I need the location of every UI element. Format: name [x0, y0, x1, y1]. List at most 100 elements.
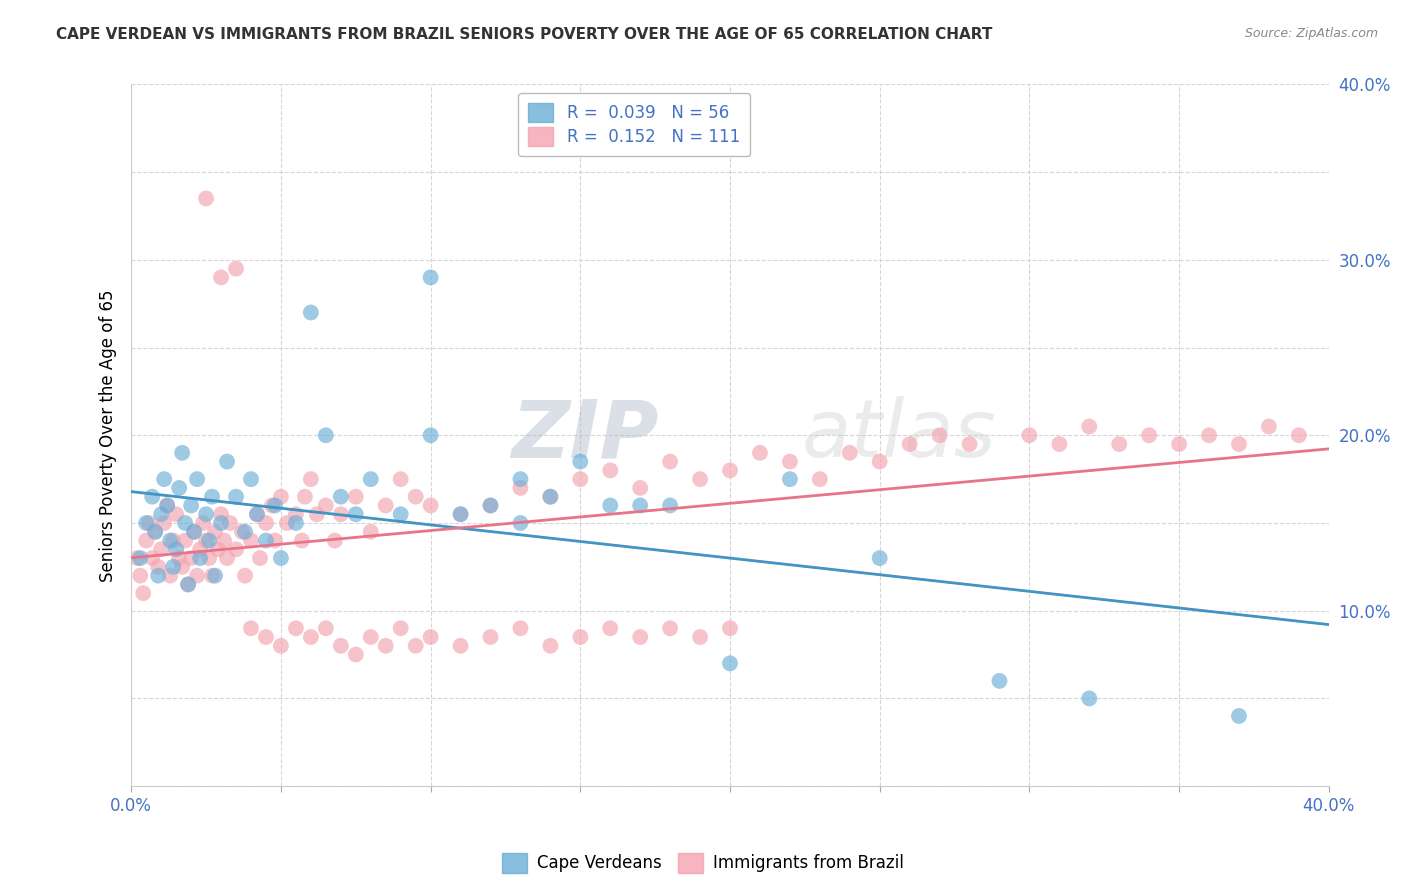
Point [315, 428, 337, 442]
Point [135, 533, 157, 548]
Point [509, 472, 531, 486]
Point [509, 481, 531, 495]
Point [174, 533, 197, 548]
Point [599, 621, 621, 635]
Legend: Cape Verdeans, Immigrants from Brazil: Cape Verdeans, Immigrants from Brazil [495, 847, 911, 880]
Point [233, 524, 256, 539]
Point [215, 454, 238, 468]
Point [959, 437, 981, 451]
Point [183, 524, 205, 539]
Point [1108, 437, 1130, 451]
Point [270, 490, 292, 504]
Point [172, 559, 194, 574]
Text: Source: ZipAtlas.com: Source: ZipAtlas.com [1244, 27, 1378, 40]
Point [299, 630, 322, 644]
Point [167, 551, 190, 566]
Point [749, 446, 772, 460]
Point [299, 472, 322, 486]
Point [628, 481, 651, 495]
Point [254, 516, 277, 530]
Point [183, 524, 205, 539]
Point [305, 507, 328, 521]
Point [135, 516, 157, 530]
Point [195, 533, 218, 548]
Point [264, 533, 287, 548]
Point [689, 472, 711, 486]
Point [225, 490, 247, 504]
Point [132, 586, 155, 600]
Point [405, 639, 427, 653]
Point [718, 657, 741, 671]
Point [1227, 437, 1250, 451]
Point [419, 428, 441, 442]
Point [195, 507, 218, 521]
Point [779, 472, 801, 486]
Point [808, 472, 831, 486]
Point [284, 621, 307, 635]
Point [419, 630, 441, 644]
Point [195, 191, 218, 205]
Point [177, 577, 200, 591]
Point [260, 499, 283, 513]
Point [148, 568, 170, 582]
Point [186, 472, 208, 486]
Point [569, 472, 592, 486]
Point [204, 568, 226, 582]
Point [509, 621, 531, 635]
Point [628, 630, 651, 644]
Point [360, 472, 382, 486]
Point [284, 516, 307, 530]
Point [479, 630, 502, 644]
Point [180, 499, 202, 513]
Point [159, 568, 181, 582]
Point [246, 507, 269, 521]
Point [329, 507, 352, 521]
Point [201, 490, 224, 504]
Point [129, 568, 152, 582]
Point [276, 516, 298, 530]
Point [143, 524, 166, 539]
Point [344, 648, 367, 662]
Point [838, 446, 860, 460]
Point [240, 533, 263, 548]
Point [212, 533, 235, 548]
Point [389, 507, 412, 521]
Point [209, 270, 232, 285]
Point [209, 516, 232, 530]
Point [405, 490, 427, 504]
Point [233, 568, 256, 582]
Legend: R =  0.039   N = 56, R =  0.152   N = 111: R = 0.039 N = 56, R = 0.152 N = 111 [519, 93, 749, 156]
Point [254, 630, 277, 644]
Point [186, 568, 208, 582]
Point [240, 621, 263, 635]
Point [538, 639, 561, 653]
Point [180, 551, 202, 566]
Point [779, 454, 801, 468]
Point [1078, 419, 1101, 434]
Point [538, 490, 561, 504]
Point [240, 472, 263, 486]
Point [450, 507, 472, 521]
Point [599, 499, 621, 513]
Point [538, 490, 561, 504]
Point [659, 454, 682, 468]
Point [323, 533, 346, 548]
Point [201, 568, 224, 582]
Point [225, 261, 247, 276]
Point [659, 621, 682, 635]
Text: ZIP: ZIP [510, 396, 658, 475]
Point [150, 507, 173, 521]
Point [928, 428, 950, 442]
Point [191, 516, 214, 530]
Point [204, 524, 226, 539]
Point [174, 516, 197, 530]
Point [374, 639, 396, 653]
Point [479, 499, 502, 513]
Point [689, 630, 711, 644]
Point [231, 524, 253, 539]
Point [389, 621, 412, 635]
Point [188, 542, 211, 557]
Point [219, 516, 242, 530]
Point [1288, 428, 1310, 442]
Point [988, 673, 1011, 688]
